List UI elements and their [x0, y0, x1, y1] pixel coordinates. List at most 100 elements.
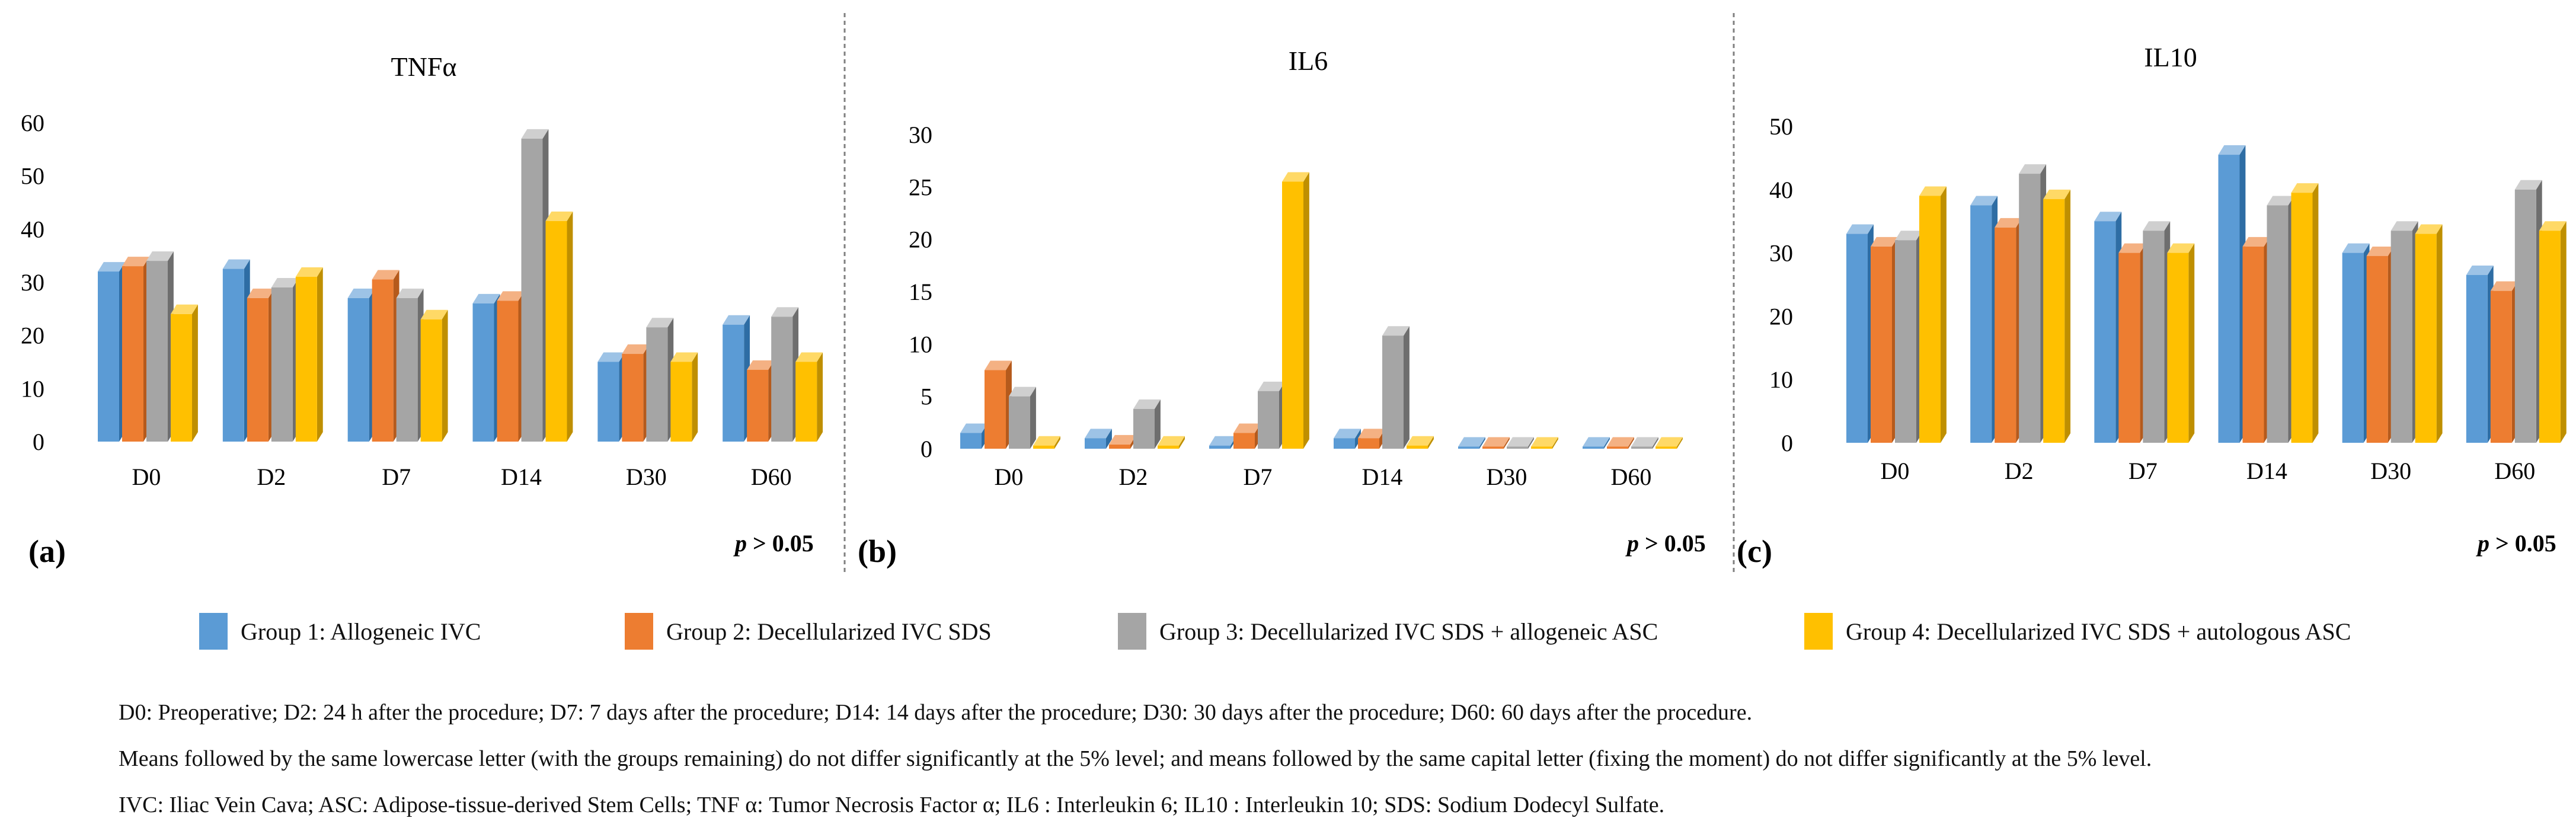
bar-top [1607, 437, 1634, 447]
bar-front [1033, 445, 1054, 449]
bar-top [1871, 237, 1898, 247]
bar-d0-group-1 [98, 262, 125, 442]
bar-front [747, 369, 769, 442]
bar-front [597, 362, 619, 442]
x-tick-label: D0 [132, 464, 161, 490]
bar-d0-group-2 [985, 360, 1012, 449]
y-tick-label: 40 [1769, 177, 1793, 203]
legend-item-group-2: Group 2: Decellularized IVC SDS [625, 611, 992, 652]
bar-d2-group-1 [1970, 196, 1998, 443]
bar-top [723, 315, 750, 325]
bar-d60-group-1 [2466, 265, 2494, 443]
bar-top [497, 291, 525, 301]
bar-front [1919, 196, 1941, 443]
bar-top [1846, 224, 1874, 234]
bar-d0-group-1 [1846, 224, 1874, 443]
footnote-timepoints: D0: Preoperative; D2: 24 h after the pro… [119, 700, 1753, 725]
bar-front [622, 354, 644, 442]
bar-d2-group-3 [2019, 164, 2047, 443]
bar-d14-group-3 [1382, 326, 1410, 449]
x-tick-label: D2 [1119, 464, 1148, 490]
bar-front [472, 303, 494, 442]
bar-top [171, 304, 198, 314]
bar-top [1334, 429, 1361, 439]
bar-d14-group-4 [2291, 183, 2319, 443]
bar-front [723, 324, 744, 442]
x-tick-label: D2 [257, 464, 286, 490]
bar-top [372, 270, 399, 280]
bar-front [98, 271, 119, 442]
bar-top [597, 352, 625, 362]
bar-top [396, 288, 424, 298]
bar-d7-group-4 [1282, 172, 1309, 449]
bar-side [1030, 386, 1036, 449]
bar-side [1179, 436, 1185, 449]
bar-top [985, 360, 1012, 370]
bar-top [2539, 221, 2567, 231]
bar-top [1458, 437, 1485, 447]
bar-front [646, 327, 668, 442]
bar-d2-group-2 [247, 288, 274, 442]
bar-side [1054, 436, 1060, 449]
x-tick-label: D60 [2494, 458, 2535, 484]
bar-top [1631, 437, 1658, 447]
bar-side [2560, 221, 2567, 443]
bar-front [1995, 227, 2016, 443]
y-tick-label: 10 [1769, 366, 1793, 393]
bar-top [247, 288, 274, 298]
bar-side [1303, 172, 1309, 449]
bar-side [1504, 437, 1510, 449]
bar-top [1407, 436, 1434, 446]
x-tick-label: D30 [626, 464, 667, 490]
bar-d2-group-2 [1109, 434, 1136, 449]
bar-d0-group-4 [1919, 186, 1947, 443]
bar-top [1531, 437, 1558, 447]
bar-top [1282, 172, 1309, 182]
bar-top [347, 288, 375, 298]
bar-front [2167, 253, 2189, 443]
bar-d60-group-2 [2490, 281, 2518, 443]
bar-top [670, 352, 698, 362]
bar-d7-group-1 [2094, 212, 2122, 443]
bar-d60-group-4 [2539, 221, 2567, 443]
bar-front [122, 266, 143, 442]
bar-front [1009, 396, 1030, 449]
bar-top [646, 318, 674, 328]
bar-front [1631, 446, 1653, 449]
panel-label: (c) [1737, 533, 1772, 569]
bar-d30-group-2 [622, 344, 650, 442]
bar-front [2043, 199, 2065, 443]
bar-d30-group-1 [2342, 243, 2370, 443]
bar-front [1282, 181, 1303, 449]
bar-front [1109, 444, 1130, 449]
bar-side [1355, 429, 1361, 449]
bar-d7-group-2 [1233, 423, 1261, 449]
legend-label-group-1: Group 1: Allogeneic IVC [241, 618, 481, 645]
bar-front [2267, 205, 2289, 443]
x-tick-label: D0 [1881, 458, 1910, 484]
footnote-statistics: Means followed by the same lowercase let… [119, 746, 2152, 771]
bar-front [1607, 446, 1628, 449]
bar-side [692, 352, 698, 442]
x-tick-label: D0 [995, 464, 1024, 490]
y-tick-label: 60 [21, 110, 44, 136]
bar-front [271, 287, 293, 442]
bar-d7-group-3 [2143, 221, 2171, 443]
bar-front [2390, 231, 2412, 443]
bar-side [1941, 186, 1947, 443]
bar-side [317, 267, 323, 442]
bar-top [1258, 381, 1285, 391]
bar-d60-group-4 [795, 352, 823, 442]
legend-item-group-1: Group 1: Allogeneic IVC [199, 611, 481, 652]
bar-d14-group-2 [2242, 237, 2270, 443]
bar-top [960, 423, 987, 433]
legend-swatch-group-1 [199, 613, 228, 650]
bar-top [1209, 436, 1236, 446]
bar-front [985, 370, 1006, 449]
bar-d2-group-1 [222, 259, 250, 442]
bar-top [1233, 423, 1261, 433]
bar-front [1358, 438, 1379, 449]
bar-top [222, 259, 250, 269]
bar-front [1655, 446, 1677, 449]
legend-label-group-2: Group 2: Decellularized IVC SDS [666, 618, 992, 645]
